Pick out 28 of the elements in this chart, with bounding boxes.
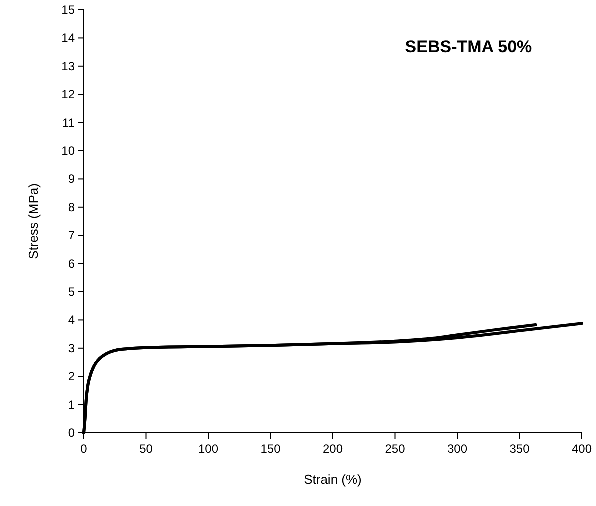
y-tick-label: 7: [68, 228, 76, 243]
x-tick-label: 0: [80, 442, 88, 456]
y-tick-label: 4: [68, 313, 76, 328]
x-tick-label: 200: [322, 442, 344, 456]
y-tick-label: 12: [62, 88, 76, 102]
x-tick-label: 300: [447, 442, 468, 456]
y-tick-label: 8: [68, 200, 76, 214]
y-tick-label: 11: [62, 116, 76, 130]
x-tick-label: 150: [260, 442, 282, 456]
y-tick-label: 0: [68, 426, 76, 440]
y-tick-label: 15: [62, 3, 76, 17]
y-tick-label: 2: [68, 370, 76, 384]
y-tick-label: 14: [62, 31, 76, 46]
y-axis-title: Stress (MPa): [26, 184, 41, 260]
y-tick-label: 9: [68, 172, 76, 186]
x-tick-label: 100: [198, 442, 219, 456]
x-axis-title: Strain (%): [304, 472, 362, 487]
y-tick-label: 10: [62, 144, 76, 158]
x-tick-label: 400: [572, 442, 592, 456]
y-tick-label: 6: [68, 256, 76, 271]
y-tick-label: 5: [68, 285, 76, 299]
y-tick-label: 3: [68, 341, 76, 356]
y-tick-label: 13: [62, 59, 76, 74]
annotation: SEBS-TMA 50%: [405, 37, 532, 56]
x-tick-label: 350: [510, 442, 530, 456]
x-tick-label: 250: [385, 442, 406, 456]
x-tick-label: 50: [140, 442, 154, 456]
y-tick-label: 1: [68, 398, 76, 412]
